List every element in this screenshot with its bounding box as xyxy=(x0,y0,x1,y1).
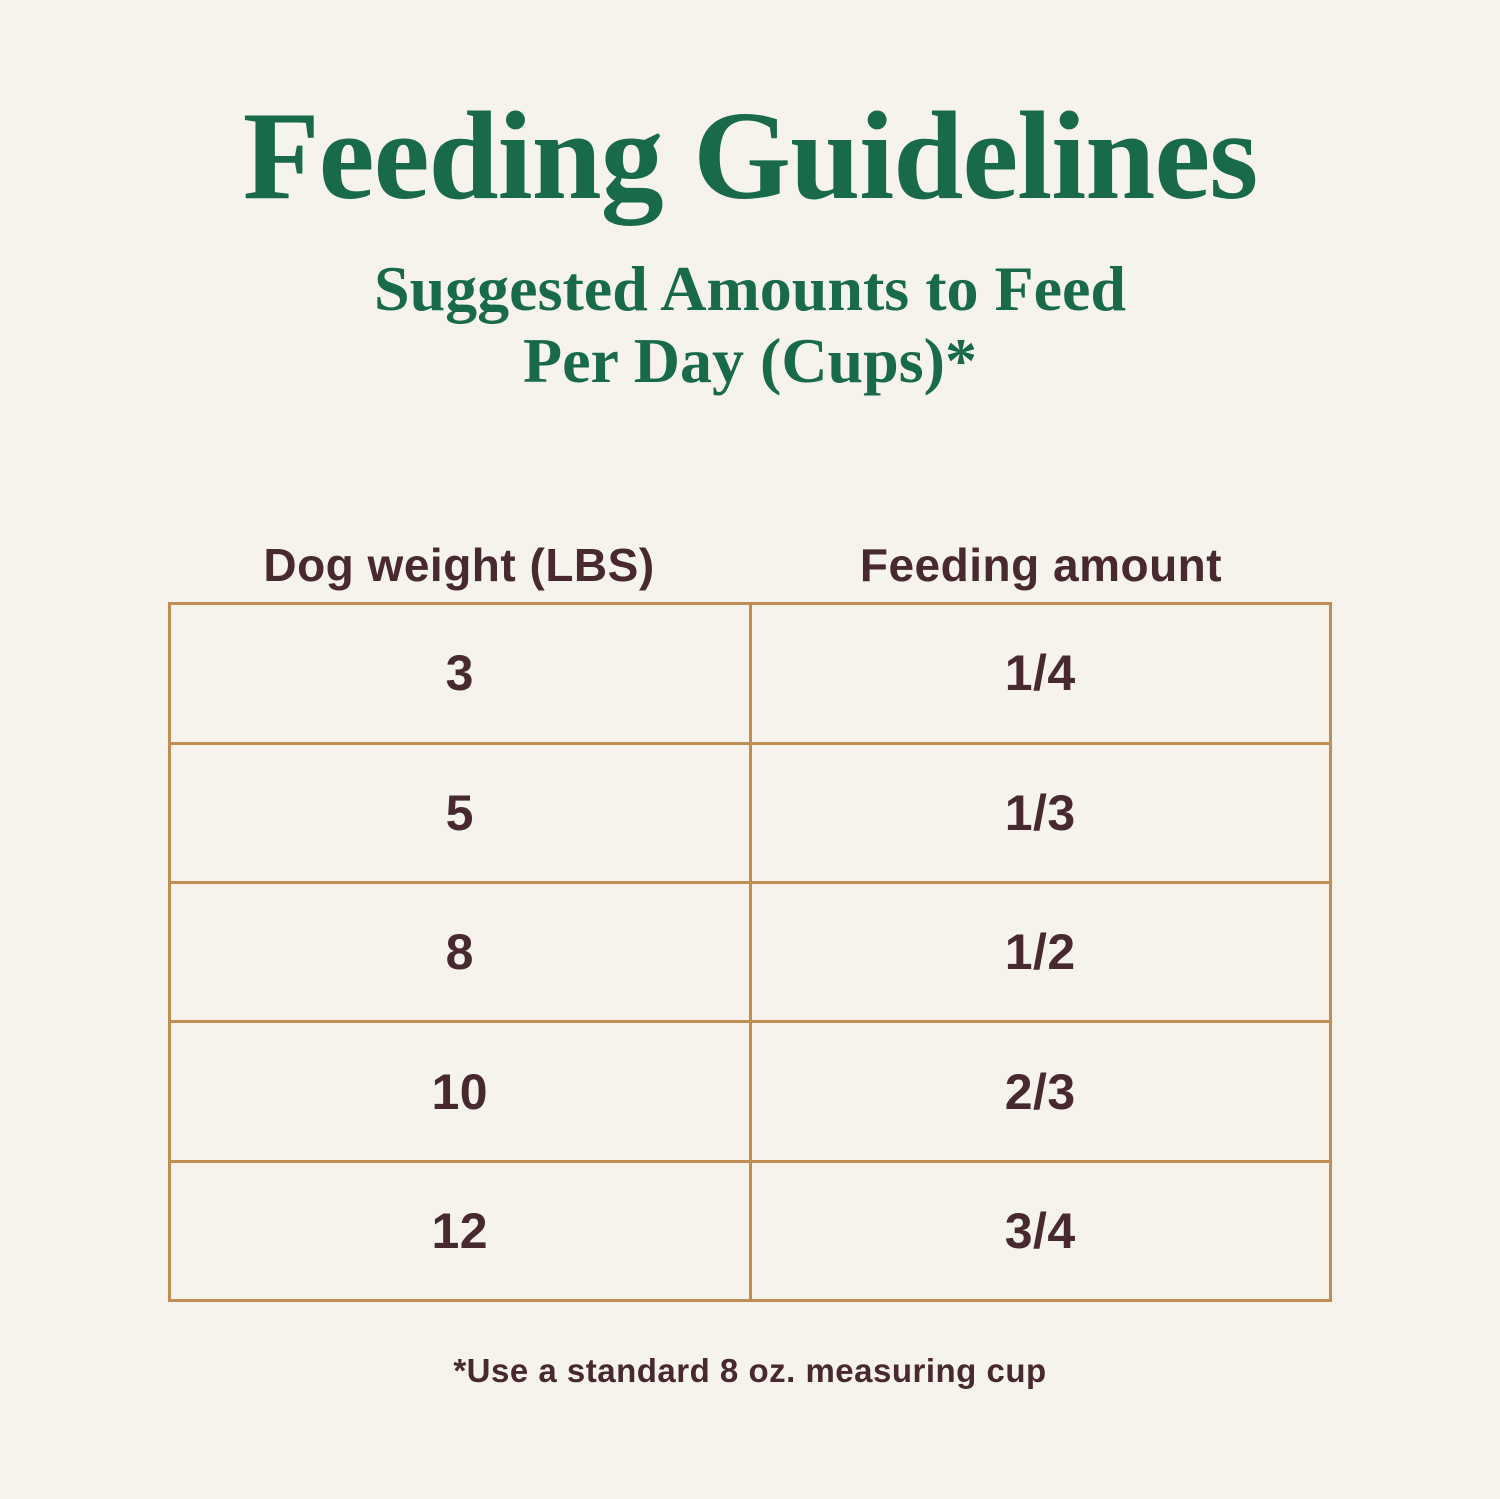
table-row: 8 1/2 xyxy=(171,880,1329,1021)
cell-weight: 8 xyxy=(171,883,752,1021)
page-title: Feeding Guidelines xyxy=(242,87,1259,226)
subtitle-line-2: Per Day (Cups)* xyxy=(523,324,977,396)
column-header-dog-weight: Dog weight (LBS) xyxy=(263,539,655,592)
table-column-headers: Dog weight (LBS) Feeding amount xyxy=(168,539,1332,592)
feeding-table: 3 1/4 5 1/3 8 1/2 10 2/3 12 3/4 xyxy=(168,602,1332,1303)
cell-amount: 2/3 xyxy=(1004,1063,1076,1120)
cell-weight: 5 xyxy=(171,744,752,881)
cell-weight: 10 xyxy=(171,1023,752,1160)
cell-weight: 12 xyxy=(171,1162,752,1300)
table-row: 3 1/4 xyxy=(171,605,1329,742)
cell-amount: 1/3 xyxy=(1004,784,1076,841)
subtitle-line-1: Suggested Amounts to Feed xyxy=(373,252,1127,324)
cell-amount: 1/4 xyxy=(1004,645,1076,702)
table-row: 5 1/3 xyxy=(171,741,1329,881)
page-subtitle: Suggested Amounts to Feed Per Day (Cups)… xyxy=(0,253,1500,398)
cell-weight: 3 xyxy=(171,605,752,742)
cell-amount: 3/4 xyxy=(1004,1202,1076,1259)
table-row: 10 2/3 xyxy=(171,1020,1329,1160)
column-header-feeding-amount: Feeding amount xyxy=(859,539,1223,592)
table-row: 12 3/4 xyxy=(171,1159,1329,1300)
measuring-cup-footnote: *Use a standard 8 oz. measuring cup xyxy=(453,1352,1047,1390)
cell-amount: 1/2 xyxy=(1004,924,1076,981)
